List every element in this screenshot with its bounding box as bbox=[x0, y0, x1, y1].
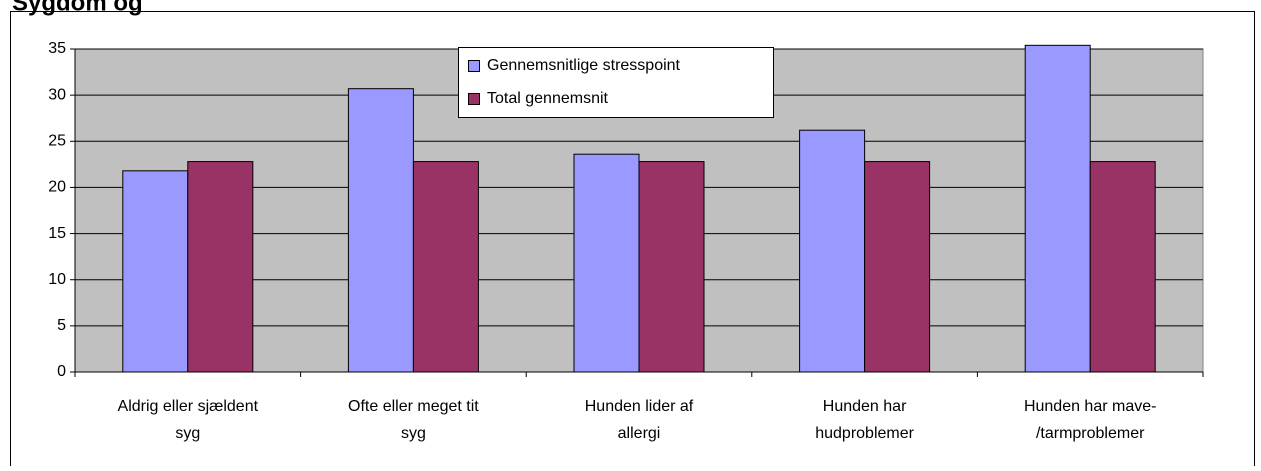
legend-swatch bbox=[468, 60, 480, 72]
y-tick-label: 35 bbox=[48, 40, 66, 57]
legend bbox=[458, 47, 774, 118]
x-tick-label: Ofte eller meget tit bbox=[348, 398, 479, 415]
x-tick-label: /tarmproblemer bbox=[1036, 425, 1145, 442]
x-tick-label: allergi bbox=[618, 425, 661, 442]
y-tick-label: 5 bbox=[57, 317, 66, 334]
bar bbox=[1089, 161, 1156, 373]
bar bbox=[638, 161, 705, 373]
legend-label: Total gennemsnit bbox=[487, 90, 609, 107]
chart-border bbox=[10, 11, 1255, 471]
y-tick-label: 0 bbox=[57, 363, 66, 380]
bar bbox=[122, 170, 189, 373]
bar bbox=[864, 161, 931, 373]
y-tick-label: 30 bbox=[48, 86, 66, 103]
y-tick-label: 20 bbox=[48, 179, 66, 196]
chart-title: Sygdom og bbox=[12, 0, 143, 16]
x-tick-label: hudproblemer bbox=[815, 425, 914, 442]
bar bbox=[799, 129, 866, 373]
bar bbox=[347, 88, 414, 373]
y-tick-label: 15 bbox=[48, 225, 66, 242]
x-tick-label: Hunden har bbox=[823, 398, 907, 415]
bar bbox=[412, 161, 479, 373]
x-tick-label: syg bbox=[401, 425, 426, 442]
legend-swatch bbox=[468, 93, 480, 105]
legend-label: Gennemsnitlige stresspoint bbox=[487, 57, 681, 74]
x-tick-label: syg bbox=[175, 425, 200, 442]
bar bbox=[573, 153, 640, 373]
y-tick-label: 25 bbox=[48, 133, 66, 150]
x-tick-label: Hunden lider af bbox=[585, 398, 694, 415]
bar bbox=[1024, 44, 1091, 373]
x-tick-label: Aldrig eller sjældent bbox=[118, 398, 259, 415]
bar bbox=[187, 161, 254, 373]
y-tick-label: 10 bbox=[48, 271, 66, 288]
x-tick-label: Hunden har mave- bbox=[1024, 398, 1157, 415]
